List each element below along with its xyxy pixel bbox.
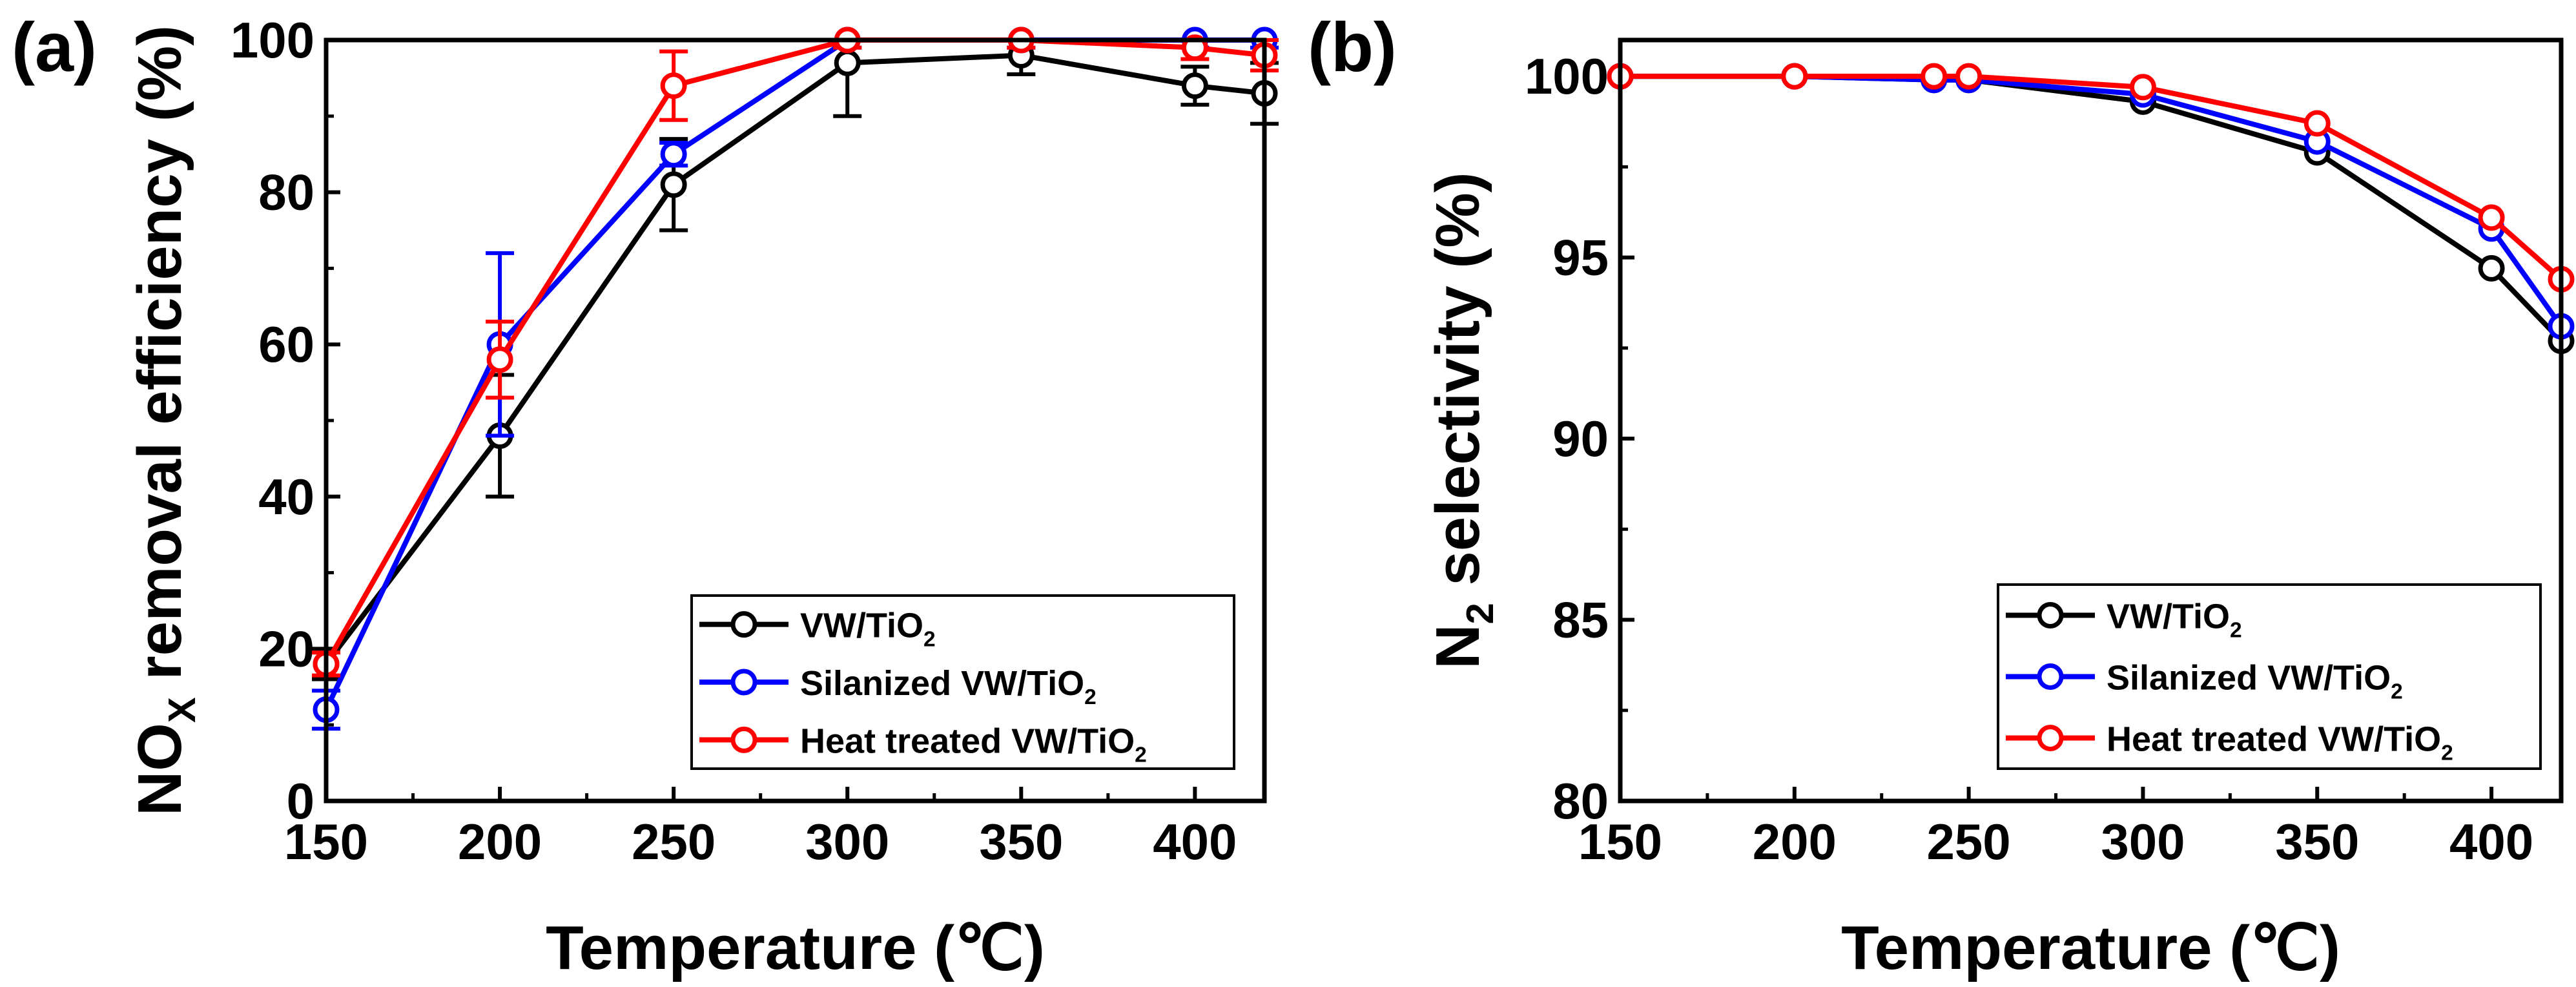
panel-a-legend-entry-heat-treated-vw-tio2: Heat treated VW/TiO2: [699, 722, 1147, 767]
panel-b-y-tick-label: 90: [1552, 410, 1609, 467]
panel-a-y-tick-label: 100: [231, 12, 314, 68]
panel-a-data-point: [834, 49, 861, 76]
panel-b-legend-marker: [2037, 725, 2064, 751]
panel-a-tag: (a): [12, 8, 97, 86]
panel-a-x-tick-label: 200: [458, 813, 542, 870]
panel-a-data-point: [660, 141, 687, 168]
panel-a-series-line: [324, 37, 1265, 665]
panel-b-data-point: [2478, 255, 2505, 282]
panel-b-y-axis-ticks: 80 85 90 95 100: [1525, 48, 1634, 829]
panel-b-series-heat-treated-vw-tio2: [1607, 63, 2575, 293]
panel-b-data-point: [1781, 63, 1808, 90]
panel-b-data-point: [2129, 74, 2156, 101]
panel-a-x-axis-title: Temperature (℃): [546, 913, 1045, 982]
panel-a-y-tick-label: 80: [258, 164, 314, 221]
panel-a-legend-entry-vw-tio2: VW/TiO2: [699, 607, 936, 652]
panel-a-x-tick-label: 250: [632, 813, 716, 870]
panel-b-y-tick-label: 95: [1552, 229, 1609, 286]
panel-b-series-vw-tio2: [1607, 63, 2575, 355]
panel-b-legend-label: Silanized VW/TiO2: [2107, 659, 2403, 704]
panel-b-x-tick-label: 350: [2275, 813, 2359, 870]
panel-a-legend-label: Silanized VW/TiO2: [800, 664, 1097, 709]
panel-a-data-point: [660, 171, 687, 198]
panel-a-data-point: [1181, 72, 1208, 99]
panel-a-series-heat-treated-vw-tio2: [312, 26, 1279, 678]
panel-b-series-silanized-vw-tio2: [1607, 63, 2575, 340]
panel-a-data-point: [660, 72, 687, 99]
panel-a-legend: VW/TiO2 Silanized VW/TiO2 Heat treated VW/…: [690, 594, 1235, 770]
panel-b-data-point: [2303, 110, 2331, 137]
panel-a-legend-label: VW/TiO2: [800, 607, 936, 652]
panel-b-y-axis-title: N2 selectivity (%): [1423, 172, 1501, 669]
panel-b-series-line: [1620, 74, 2564, 328]
panel-b-y-tick-label: 85: [1552, 592, 1609, 649]
panel-a-x-tick-label: 150: [284, 813, 368, 870]
panel-b-legend-label: Heat treated VW/TiO2: [2107, 720, 2453, 765]
panel-a-y-axis-title: NOX removal efficiency (%): [125, 25, 203, 816]
panel-b-data-point: [2478, 204, 2505, 231]
panel-a-x-axis-ticks: 150 200 250 300 350 400: [284, 787, 1237, 870]
panel-b-data-point: [1955, 63, 1983, 90]
panel-a-data-point: [486, 346, 513, 373]
panel-b-legend-marker: [2037, 602, 2064, 629]
panel-b-legend-entry-heat-treated-vw-tio2: Heat treated VW/TiO2: [2006, 720, 2453, 765]
panel-b-tag: (b): [1308, 8, 1397, 86]
panel-b-series-line: [1620, 74, 2563, 343]
panel-a-x-tick-label: 350: [979, 813, 1063, 870]
panel-a-y-tick-label: 60: [258, 316, 314, 373]
panel-b-x-tick-label: 200: [1753, 813, 1837, 870]
panel-b-legend-entry-silanized-vw-tio2: Silanized VW/TiO2: [2006, 659, 2403, 704]
panel-b-legend-label: VW/TiO2: [2107, 597, 2242, 643]
panel-b-x-tick-label: 150: [1578, 813, 1662, 870]
panel-a-x-tick-label: 400: [1153, 813, 1237, 870]
panel-a-x-tick-label: 300: [805, 813, 889, 870]
panel-b-x-axis-title: Temperature (℃): [1841, 913, 2340, 982]
panel-a-plot-frame: [324, 37, 1267, 804]
panel-b-series-line: [1620, 74, 2563, 282]
panel-b-x-tick-label: 250: [1927, 813, 2011, 870]
panel-a-series-vw-tio2: [312, 38, 1279, 681]
panel-a-legend-entry-silanized-vw-tio2: Silanized VW/TiO2: [699, 664, 1097, 709]
panel-a-series-line: [324, 52, 1265, 666]
panel-a-y-axis-ticks: 0 20 40 60 80 100: [231, 12, 340, 829]
panel-a-legend-marker: [730, 611, 757, 638]
panel-a-y-tick-label: 20: [258, 620, 314, 677]
panel-b-plot-frame: [1618, 37, 2564, 804]
panel-b-y-tick-label: 80: [1552, 773, 1609, 829]
panel-b-legend-entry-vw-tio2: VW/TiO2: [2006, 597, 2242, 643]
panel-b-x-tick-label: 300: [2101, 813, 2185, 870]
panel-a-legend-label: Heat treated VW/TiO2: [800, 722, 1147, 767]
panel-a-removal-efficiency-chart: (a) 150 200 250 300 350 400 0 20 40 60 80 100 Tempera…: [12, 8, 1279, 982]
panel-a-legend-marker: [730, 726, 757, 753]
panel-b-x-axis-ticks: 150 200 250 300 350 400: [1578, 787, 2533, 870]
panel-a-y-tick-label: 40: [258, 468, 314, 525]
panel-b-data-point: [1921, 63, 1948, 90]
panel-a-y-tick-label: 0: [287, 773, 314, 829]
panel-b-n2-selectivity-chart: (b) 150 200 250 300 350 400 80 85 90 95 100 Temperat…: [1308, 8, 2575, 982]
panel-b-legend: VW/TiO2 Silanized VW/TiO2 Heat treated VW/…: [1997, 583, 2542, 770]
panel-b-y-tick-label: 100: [1525, 48, 1609, 105]
panel-a-legend-marker: [730, 669, 757, 696]
panel-b-legend-marker: [2037, 663, 2064, 690]
panel-b-x-tick-label: 400: [2449, 813, 2533, 870]
